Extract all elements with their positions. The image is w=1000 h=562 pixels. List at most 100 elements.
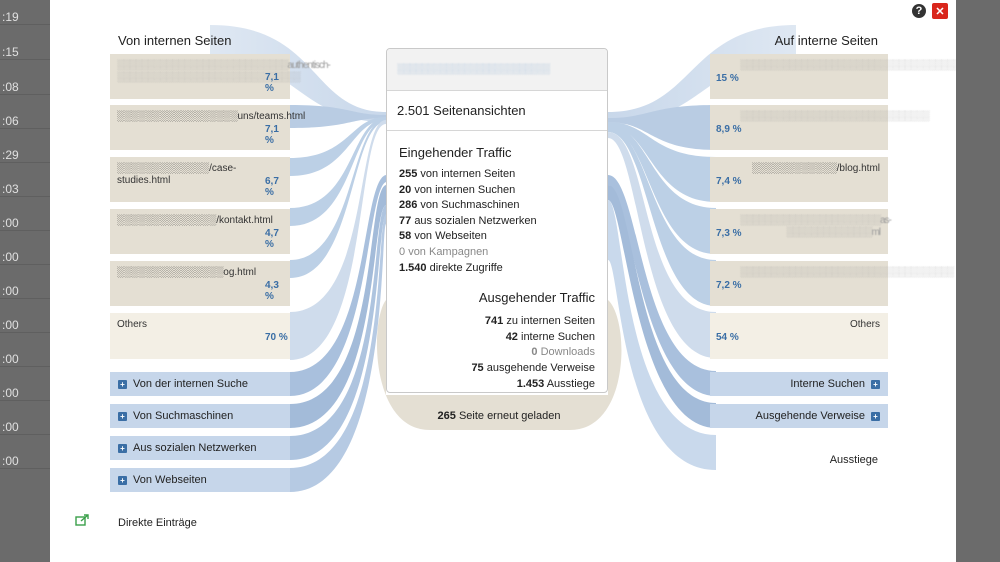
- left-entry-percent: 4,3 %: [265, 280, 279, 302]
- page-summary-box: ░░░░░░░░░░░░░░░░░░░░░░░░░ 2.501 Seitenan…: [386, 48, 608, 393]
- background-time: :00: [0, 216, 50, 231]
- right-entry-label: ░░░░░░░░░░░░░░░░░░░░░░░as-░░░░░░░░░░░░░░…: [740, 215, 892, 238]
- incoming-item: 0 von Kampagnen: [399, 245, 489, 258]
- background-time: :00: [0, 284, 50, 299]
- flow-left-search: [290, 175, 386, 396]
- incoming-item: 77 aus sozialen Netzwerken: [399, 214, 537, 227]
- page-views: 2.501 Seitenansichten: [387, 91, 607, 131]
- flow-left-4: [290, 118, 386, 226]
- direct-entry-icon: [75, 514, 89, 526]
- plus-icon[interactable]: +: [871, 379, 880, 389]
- flow-right-2: [608, 105, 716, 150]
- right-entry-percent: 7,2 %: [716, 280, 742, 291]
- plus-icon[interactable]: +: [118, 475, 127, 485]
- plus-icon[interactable]: +: [118, 411, 127, 421]
- expand-label: Von der internen Suche: [133, 378, 248, 390]
- direct-entries-label: Direkte Einträge: [118, 517, 197, 529]
- outgoing-item: 0 Downloads: [531, 346, 595, 359]
- outgoing-item: 1.453 Ausstiege: [516, 377, 595, 390]
- right-entry-label: ░░░░░░░░░░░░░░░░░░░░░░░░░░░░░░░░░░░░░░: [740, 60, 956, 71]
- incoming-list: 255 von internen Seiten 20 von internen …: [399, 167, 607, 276]
- background-time: :00: [0, 454, 50, 469]
- background-time: :08: [0, 80, 50, 95]
- left-expand-social[interactable]: + Aus sozialen Netzwerken: [110, 436, 290, 460]
- right-entry[interactable]: 15 % ░░░░░░░░░░░░░░░░░░░░░░░░░░░░░░░░░░░…: [710, 54, 956, 99]
- incoming-item: 1.540 direkte Zugriffe: [399, 261, 503, 274]
- flow-right-5: [608, 128, 716, 306]
- flow-right-others: [608, 132, 716, 358]
- right-entry[interactable]: 7,2 % ░░░░░░░░░░░░░░░░░░░░░░░░░░░░░░░░░░…: [710, 261, 954, 306]
- right-expand-internal-search[interactable]: Interne Suchen +: [710, 372, 888, 396]
- exits-label: Ausstiege: [829, 454, 878, 466]
- outgoing-item: 42 interne Suchen: [505, 330, 595, 343]
- flow-right-1: [608, 25, 796, 125]
- left-entry-percent: 6,7 %: [265, 176, 279, 198]
- left-entry[interactable]: ░░░░░░░░░░░░░░░░░uns/teams.html 7,1 %: [110, 105, 306, 150]
- right-entry[interactable]: 8,9 % ░░░░░░░░░░░░░░░░░░░░░░░░░░░░░░░: [710, 105, 930, 150]
- background-time: :29: [0, 148, 50, 163]
- right-entry[interactable]: 7,3 % ░░░░░░░░░░░░░░░░░░░░░░░as-░░░░░░░░…: [710, 209, 892, 254]
- right-expand-outlinks[interactable]: Ausgehende Verweise +: [710, 404, 888, 428]
- page-url-header: ░░░░░░░░░░░░░░░░░░░░░░░░░: [387, 49, 607, 91]
- left-entry[interactable]: ░░░░░░░░░░░░░░/kontakt.html 4,7 %: [110, 209, 290, 254]
- expand-label: Aus sozialen Netzwerken: [133, 442, 257, 454]
- left-entry-percent: 70 %: [265, 332, 288, 343]
- help-icon[interactable]: ?: [912, 4, 926, 18]
- flow-right-3: [608, 122, 716, 202]
- plus-icon[interactable]: +: [118, 443, 127, 453]
- left-entry-label: Others: [117, 319, 148, 330]
- right-entry-label: ░░░░░░░░░░░░░░░░░░░░░░░░░░░░░░░: [740, 111, 930, 122]
- flow-reload-loop: [376, 300, 622, 430]
- incoming-traffic-title: Eingehender Traffic: [399, 145, 512, 160]
- background-right-strip: [956, 0, 1000, 562]
- left-entry[interactable]: ░░░░░░░░░░░░░/case-studies.html 6,7 %: [110, 157, 290, 202]
- left-entry-others[interactable]: Others 70 %: [110, 313, 290, 359]
- background-time: :19: [0, 10, 50, 25]
- right-entry-percent: 8,9 %: [716, 124, 742, 135]
- left-entry-label: ░░░░░░░░░░░░░/case-studies.html: [117, 163, 237, 186]
- background-time: :00: [0, 420, 50, 435]
- page-reload-label: 265 Seite erneut geladen: [437, 410, 561, 422]
- flow-left-5: [290, 119, 386, 278]
- right-entry-others[interactable]: 54 % Others: [710, 313, 888, 359]
- left-expand-search-engines[interactable]: + Von Suchmaschinen: [110, 404, 290, 428]
- expand-label: Ausgehende Verweise: [755, 410, 865, 422]
- background-table-strip: :19 :15 :08 :06 :29 :03 :00 :00 :00 :00 …: [0, 0, 50, 562]
- expand-label: Von Suchmaschinen: [133, 410, 234, 422]
- flow-left-engines: [290, 185, 386, 428]
- left-expand-websites[interactable]: + Von Webseiten: [110, 468, 290, 492]
- incoming-item: 58 von Webseiten: [399, 230, 487, 243]
- right-entry-percent: 7,3 %: [716, 228, 742, 239]
- left-entry-label: ░░░░░░░░░░░░░░░░░░░░░░░░░░░░authentisch-…: [117, 60, 331, 83]
- plus-icon[interactable]: +: [871, 411, 880, 421]
- flow-left-1: [210, 25, 386, 122]
- outgoing-traffic-title: Ausgehender Traffic: [478, 290, 595, 306]
- right-entry[interactable]: 7,4 % ░░░░░░░░░░░░/blog.html: [710, 157, 888, 202]
- flow-left-social: [290, 205, 386, 460]
- plus-icon[interactable]: +: [118, 379, 127, 389]
- left-entry-percent: 4,7 %: [265, 228, 279, 250]
- page-url[interactable]: ░░░░░░░░░░░░░░░░░░░░░░░░░: [397, 64, 550, 75]
- left-column-title: Von internen Seiten: [118, 33, 232, 48]
- left-entry[interactable]: ░░░░░░░░░░░░░░░░░░░░░░░░░░░░authentisch-…: [110, 54, 331, 99]
- left-entry[interactable]: ░░░░░░░░░░░░░░░og.html 4,3 %: [110, 261, 290, 306]
- outgoing-item: 741 zu internen Seiten: [484, 315, 595, 328]
- right-entry-percent: 7,4 %: [716, 176, 742, 187]
- close-icon[interactable]: ✕: [932, 3, 948, 19]
- background-time: :06: [0, 114, 50, 129]
- expand-label: Von Webseiten: [133, 474, 207, 486]
- outgoing-item: 75 ausgehende Verweise: [471, 361, 595, 374]
- left-expand-internal-search[interactable]: + Von der internen Suche: [110, 372, 290, 396]
- flow-right-exits: [608, 200, 716, 470]
- right-entry-label: Others: [849, 319, 880, 330]
- left-entry-label: ░░░░░░░░░░░░░░/kontakt.html: [117, 215, 273, 226]
- right-entry-label: ░░░░░░░░░░░░/blog.html: [751, 163, 880, 174]
- expand-label: Interne Suchen: [790, 378, 865, 390]
- flow-right-search: [608, 175, 716, 396]
- background-time: :00: [0, 250, 50, 265]
- incoming-item: 20 von internen Suchen: [399, 183, 516, 196]
- right-entry-label: ░░░░░░░░░░░░░░░░░░░░░░░░░░░░░░░░░░░: [740, 267, 954, 278]
- background-time: :00: [0, 386, 50, 401]
- left-entry-label: ░░░░░░░░░░░░░░░░░uns/teams.html: [117, 111, 306, 122]
- flow-right-4: [608, 125, 716, 254]
